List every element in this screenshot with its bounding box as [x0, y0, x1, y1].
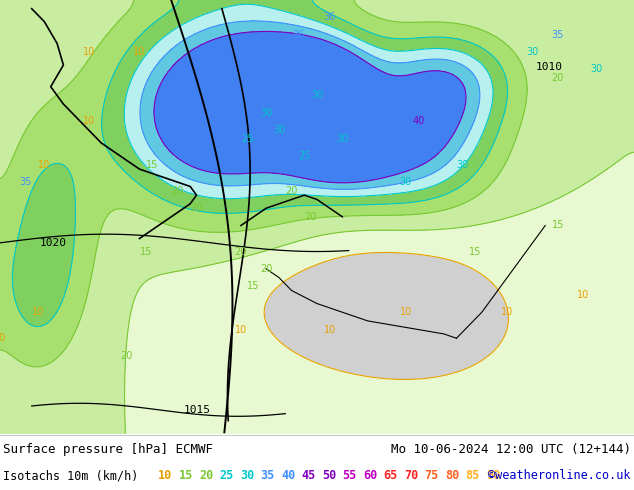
Text: 50: 50	[322, 469, 336, 483]
Text: 10: 10	[38, 160, 51, 170]
Text: 30: 30	[336, 134, 349, 144]
Text: 20: 20	[260, 264, 273, 274]
Text: 35: 35	[19, 177, 32, 187]
Text: 25: 25	[298, 151, 311, 161]
Text: 10: 10	[133, 47, 146, 57]
Text: 15: 15	[469, 246, 482, 257]
Text: 55: 55	[342, 469, 357, 483]
Text: 20: 20	[552, 73, 564, 83]
Text: 15: 15	[139, 246, 152, 257]
Text: 30: 30	[456, 160, 469, 170]
Text: 90: 90	[486, 469, 500, 483]
Text: 75: 75	[425, 469, 439, 483]
Text: 15: 15	[146, 160, 158, 170]
Text: 20: 20	[120, 350, 133, 361]
Text: 15: 15	[247, 281, 260, 291]
Text: 30: 30	[260, 108, 273, 118]
Text: 85: 85	[465, 469, 480, 483]
Text: 20: 20	[190, 203, 203, 213]
Text: 45: 45	[302, 469, 316, 483]
Text: 10: 10	[158, 469, 172, 483]
Text: 30: 30	[399, 177, 412, 187]
Text: 20: 20	[304, 212, 317, 222]
Text: 20: 20	[285, 186, 298, 196]
Text: 10: 10	[0, 333, 6, 343]
Text: 35: 35	[552, 30, 564, 40]
Text: 20: 20	[171, 186, 184, 196]
Text: 1020: 1020	[39, 238, 67, 248]
Text: 30: 30	[273, 125, 285, 135]
Text: 10: 10	[577, 290, 590, 300]
Text: 35: 35	[261, 469, 275, 483]
Text: Isotachs 10m (km/h): Isotachs 10m (km/h)	[3, 469, 138, 483]
Text: 36: 36	[292, 30, 304, 40]
Text: 25: 25	[219, 469, 234, 483]
Text: 40: 40	[412, 117, 425, 126]
Text: 25: 25	[241, 134, 254, 144]
Text: 30: 30	[590, 64, 602, 74]
Text: 15: 15	[179, 469, 193, 483]
Text: 10: 10	[32, 307, 44, 317]
Text: 20: 20	[235, 246, 247, 257]
Text: 30: 30	[311, 90, 323, 100]
Text: 10: 10	[82, 47, 95, 57]
Text: Surface pressure [hPa] ECMWF: Surface pressure [hPa] ECMWF	[3, 443, 213, 456]
Text: 1010: 1010	[536, 62, 563, 72]
Text: ©weatheronline.co.uk: ©weatheronline.co.uk	[489, 469, 631, 483]
Text: 10: 10	[323, 324, 336, 335]
Text: 1015: 1015	[184, 405, 211, 415]
Text: 10: 10	[235, 324, 247, 335]
Text: 15: 15	[552, 220, 564, 230]
Text: 80: 80	[445, 469, 459, 483]
Text: 10: 10	[501, 307, 514, 317]
Text: 60: 60	[363, 469, 377, 483]
Text: Mo 10-06-2024 12:00 UTC (12+144): Mo 10-06-2024 12:00 UTC (12+144)	[391, 443, 631, 456]
Text: 20: 20	[199, 469, 213, 483]
Text: 30: 30	[526, 47, 539, 57]
Text: 30: 30	[240, 469, 254, 483]
Text: 36: 36	[323, 12, 336, 23]
Text: 10: 10	[82, 117, 95, 126]
Text: 65: 65	[384, 469, 398, 483]
Text: 40: 40	[281, 469, 295, 483]
Text: 70: 70	[404, 469, 418, 483]
Text: 10: 10	[399, 307, 412, 317]
